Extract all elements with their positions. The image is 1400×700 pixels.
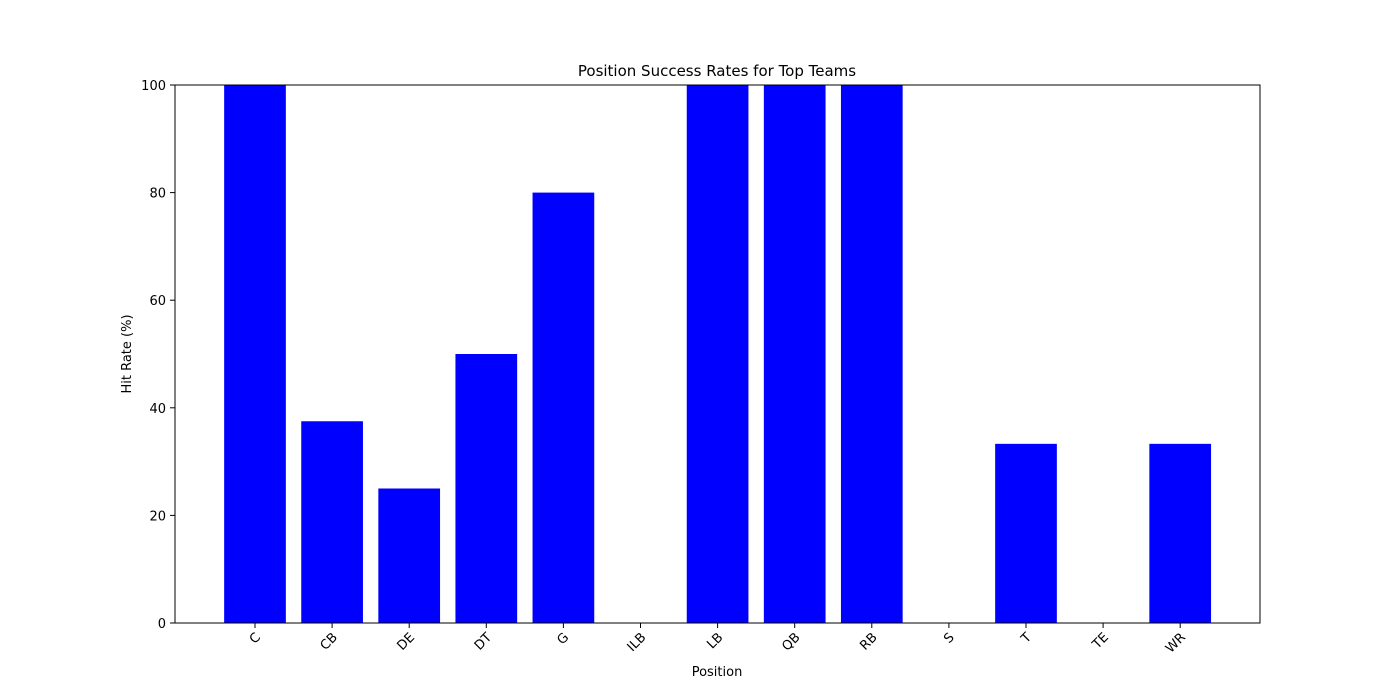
bars-group [224,85,1212,623]
x-tick-label: TE [1089,630,1112,653]
x-tick-label: DE [395,630,419,654]
bar-lb [686,85,749,623]
bar-c [224,85,286,623]
x-tick-label: G [554,630,572,648]
bar-rb [840,85,903,623]
bar-g [532,192,595,623]
y-tick-label: 40 [149,402,166,417]
x-tick-label: LB [704,630,726,652]
x-tick-label: ILB [625,630,650,655]
x-tick-label: QB [779,630,803,654]
x-tick-label: DT [472,630,495,653]
x-axis: C CB DE DT G ILB LB QB RB S T TE WR [247,623,1189,656]
bar-wr [1149,443,1212,623]
bar-de [378,488,441,623]
y-tick-label: 80 [149,187,166,202]
bar-qb [763,85,826,623]
x-tick-label: CB [318,630,341,653]
x-tick-label: RB [857,630,880,653]
chart-title: Position Success Rates for Top Teams [578,62,856,80]
x-tick-label: C [247,630,264,647]
y-axis-label: Hit Rate (%) [120,314,135,393]
y-axis: 0 20 40 60 80 100 [141,79,175,632]
y-tick-label: 100 [141,79,166,94]
x-tick-label: WR [1163,630,1189,656]
bar-t [995,443,1057,623]
y-tick-label: 0 [158,617,166,632]
x-axis-label: Position [692,665,743,680]
y-tick-label: 20 [149,509,166,524]
x-tick-label: T [1018,630,1035,647]
y-tick-label: 60 [149,294,166,309]
bar-cb [301,421,363,623]
x-tick-label: S [941,630,957,646]
bar-dt [455,354,518,623]
